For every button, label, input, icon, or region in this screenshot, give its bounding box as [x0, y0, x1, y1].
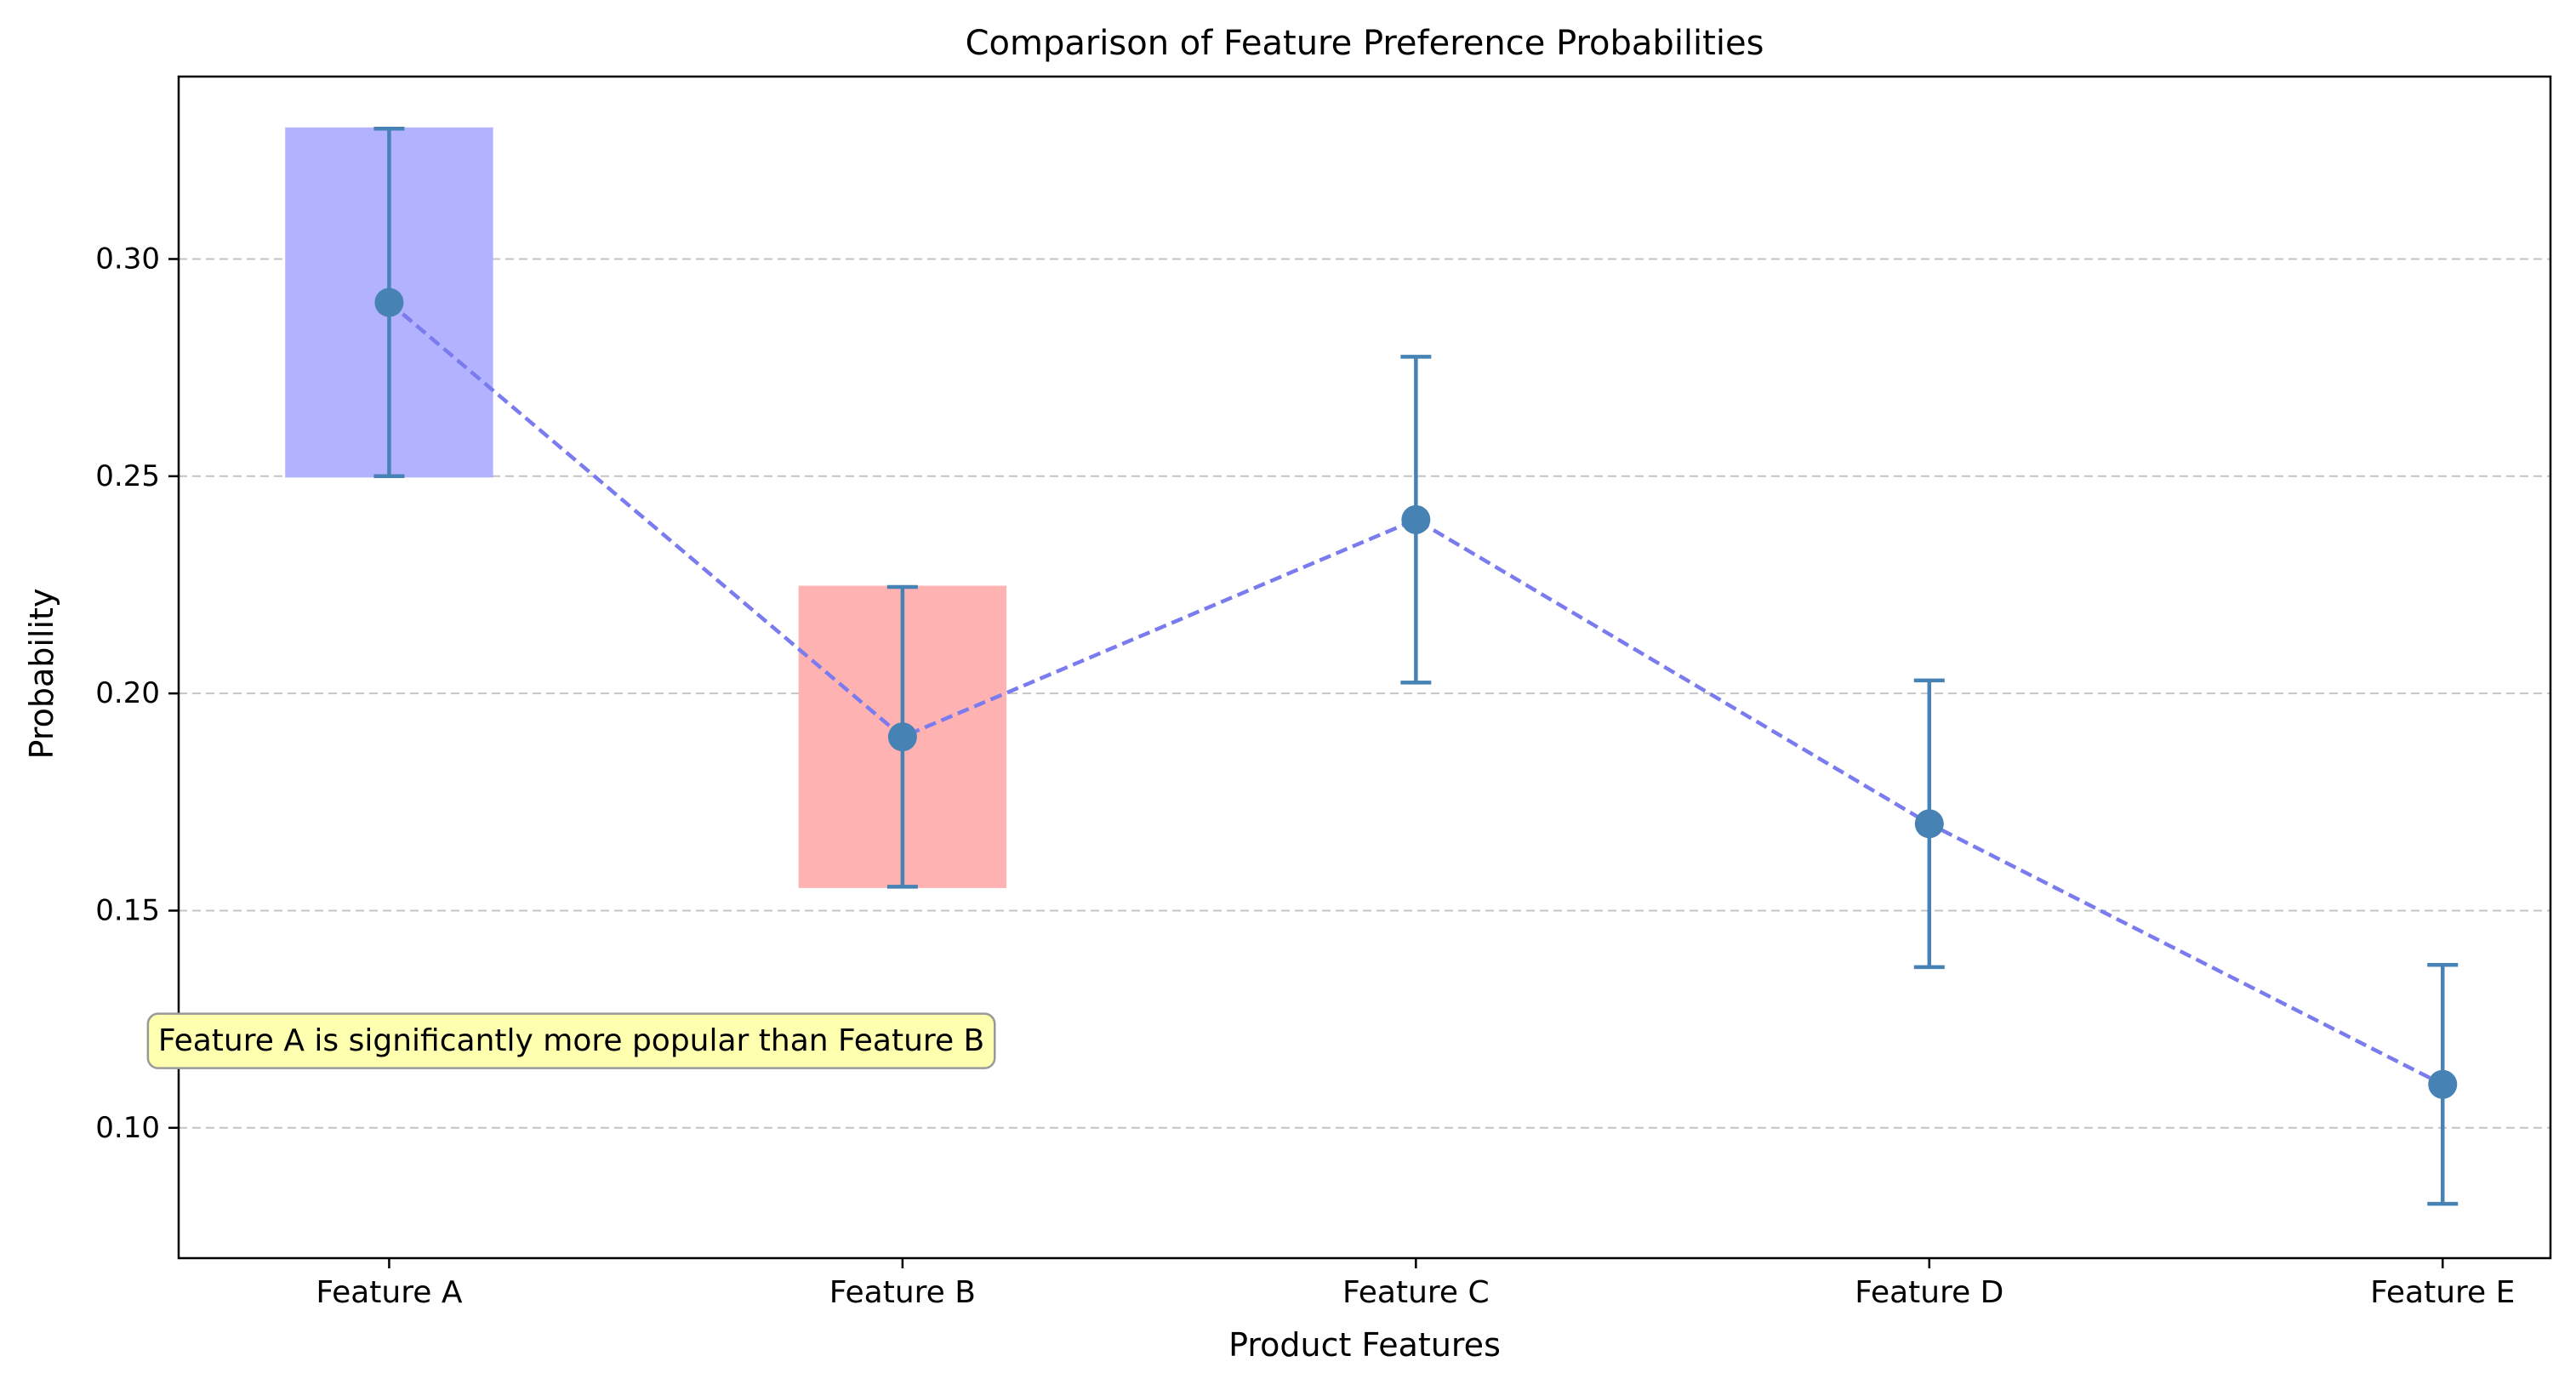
data-point — [1914, 809, 1944, 839]
series-path — [387, 300, 2444, 1086]
x-axis-ticks: Feature A Feature B Feature C Feature D Feat… — [316, 1258, 2515, 1310]
y-axis-label: Probability — [23, 589, 60, 760]
x-tick-label: Feature D — [1855, 1275, 2003, 1310]
data-point — [374, 288, 404, 317]
data-points — [374, 288, 2458, 1099]
y-tick-label: 0.20 — [95, 676, 160, 710]
annotation-box: Feature A is significantly more popular … — [146, 1012, 996, 1069]
x-tick-label: Feature A — [316, 1275, 462, 1310]
x-tick-label: Feature C — [1342, 1275, 1490, 1310]
series-line — [387, 300, 2444, 1086]
x-tick-label: Feature E — [2370, 1275, 2515, 1310]
data-point — [1401, 504, 1431, 534]
x-tick-label: Feature B — [829, 1275, 976, 1310]
y-tick-label: 0.10 — [95, 1111, 160, 1145]
annotation-background — [146, 1012, 996, 1069]
highlight-boxes — [285, 127, 1007, 888]
annotation-text: Feature A is significantly more popular … — [158, 1023, 984, 1058]
y-grid — [179, 258, 2550, 1129]
y-tick-label: 0.30 — [95, 242, 160, 276]
chart-title: Comparison of Feature Preference Probabi… — [966, 24, 1764, 63]
data-point — [2428, 1069, 2458, 1099]
y-tick-label: 0.25 — [95, 459, 160, 493]
plot-frame — [177, 75, 2552, 1260]
data-point — [887, 722, 917, 752]
x-axis-label: Product Features — [1228, 1326, 1501, 1364]
y-axis-ticks: 0.10 0.15 0.20 0.25 0.30 — [95, 242, 179, 1145]
y-tick-label: 0.15 — [95, 893, 160, 927]
